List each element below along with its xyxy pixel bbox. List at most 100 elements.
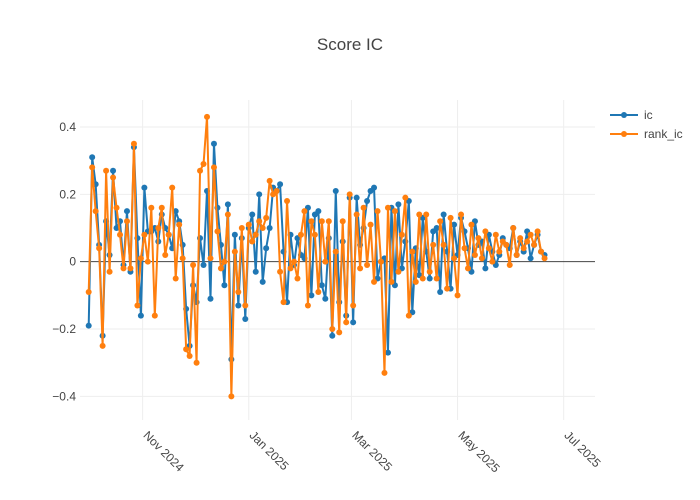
data-point-rank-ic bbox=[478, 255, 485, 262]
data-point-rank-ic bbox=[367, 221, 374, 228]
data-point-ic bbox=[210, 140, 217, 147]
data-point-rank-ic bbox=[412, 278, 419, 285]
data-point-rank-ic bbox=[214, 228, 221, 235]
series-rank-ic bbox=[85, 113, 548, 400]
data-point-rank-ic bbox=[353, 211, 360, 218]
data-point-rank-ic bbox=[524, 238, 531, 245]
data-point-ic bbox=[141, 184, 148, 191]
data-point-ic bbox=[252, 268, 259, 275]
grid-layer bbox=[80, 100, 595, 420]
data-point-rank-ic bbox=[458, 211, 465, 218]
data-point-ic bbox=[242, 315, 249, 322]
series-line-rank-ic bbox=[87, 115, 546, 398]
data-point-rank-ic bbox=[454, 292, 461, 299]
data-point-ic bbox=[364, 198, 371, 205]
data-point-rank-ic bbox=[398, 231, 405, 238]
data-point-rank-ic bbox=[263, 214, 270, 221]
legend-swatch-marker bbox=[621, 131, 627, 137]
data-point-ic bbox=[249, 211, 256, 218]
legend-label: rank_ic bbox=[644, 127, 683, 141]
data-point-rank-ic bbox=[517, 235, 524, 242]
data-point-rank-ic bbox=[531, 241, 538, 248]
data-point-rank-ic bbox=[451, 255, 458, 262]
data-point-rank-ic bbox=[277, 268, 284, 275]
data-point-rank-ic bbox=[141, 231, 148, 238]
data-point-rank-ic bbox=[520, 245, 527, 252]
data-point-rank-ic bbox=[221, 258, 228, 265]
series-layer bbox=[85, 113, 548, 400]
data-point-rank-ic bbox=[527, 231, 534, 238]
data-point-rank-ic bbox=[433, 275, 440, 282]
data-point-ic bbox=[482, 265, 489, 272]
legend-item-ic[interactable]: ic bbox=[610, 108, 653, 122]
data-point-rank-ic bbox=[541, 255, 548, 262]
data-point-ic bbox=[332, 187, 339, 194]
data-point-rank-ic bbox=[228, 393, 235, 400]
data-point-rank-ic bbox=[468, 221, 475, 228]
legend[interactable]: ic rank_ic bbox=[610, 108, 683, 141]
legend-swatch-marker bbox=[621, 112, 627, 118]
data-point-rank-ic bbox=[113, 204, 120, 211]
data-point-rank-ic bbox=[210, 164, 217, 171]
data-point-ic bbox=[85, 322, 92, 329]
data-point-ic bbox=[426, 275, 433, 282]
data-point-rank-ic bbox=[224, 211, 231, 218]
data-point-rank-ic bbox=[506, 262, 513, 269]
data-point-rank-ic bbox=[343, 319, 350, 326]
data-point-rank-ic bbox=[89, 164, 96, 171]
data-point-rank-ic bbox=[130, 140, 137, 147]
data-point-ic bbox=[256, 191, 263, 198]
data-point-rank-ic bbox=[103, 167, 110, 174]
data-point-ic bbox=[371, 184, 378, 191]
data-point-ic bbox=[221, 282, 228, 289]
data-point-rank-ic bbox=[284, 198, 291, 205]
data-point-rank-ic bbox=[381, 369, 388, 376]
data-point-rank-ic bbox=[482, 228, 489, 235]
data-point-rank-ic bbox=[538, 248, 545, 255]
y-tick-label: 0 bbox=[69, 255, 76, 269]
data-point-rank-ic bbox=[96, 245, 103, 252]
data-point-rank-ic bbox=[172, 275, 179, 282]
data-point-ic bbox=[433, 225, 440, 231]
data-point-rank-ic bbox=[291, 258, 298, 265]
data-point-rank-ic bbox=[151, 312, 158, 319]
data-point-rank-ic bbox=[461, 245, 468, 252]
data-point-rank-ic bbox=[416, 211, 423, 218]
data-point-rank-ic bbox=[377, 258, 384, 265]
data-point-rank-ic bbox=[475, 235, 482, 242]
data-point-ic bbox=[224, 201, 231, 208]
data-point-rank-ic bbox=[374, 208, 381, 215]
data-point-rank-ic bbox=[204, 113, 211, 120]
data-point-ic bbox=[350, 319, 357, 326]
legend-item-rank-ic[interactable]: rank_ic bbox=[610, 127, 683, 141]
data-point-rank-ic bbox=[430, 241, 437, 248]
data-point-rank-ic bbox=[489, 258, 496, 265]
data-point-rank-ic bbox=[384, 204, 391, 211]
data-point-ic bbox=[235, 302, 242, 309]
data-point-ic bbox=[384, 349, 391, 356]
data-point-rank-ic bbox=[200, 161, 207, 167]
data-point-rank-ic bbox=[346, 191, 353, 198]
data-point-rank-ic bbox=[134, 302, 141, 309]
data-point-rank-ic bbox=[405, 312, 412, 319]
data-point-rank-ic bbox=[315, 289, 322, 295]
data-point-rank-ic bbox=[155, 225, 162, 231]
data-point-rank-ic bbox=[197, 167, 204, 174]
data-point-ic bbox=[318, 282, 325, 289]
data-point-ic bbox=[123, 208, 130, 215]
data-point-rank-ic bbox=[231, 248, 238, 255]
data-point-rank-ic bbox=[513, 251, 520, 258]
data-point-rank-ic bbox=[117, 231, 124, 238]
data-point-rank-ic bbox=[534, 228, 541, 235]
data-point-rank-ic bbox=[217, 265, 224, 272]
data-point-rank-ic bbox=[183, 346, 190, 353]
data-point-rank-ic bbox=[249, 238, 256, 245]
data-point-rank-ic bbox=[123, 218, 130, 225]
data-point-rank-ic bbox=[308, 218, 315, 225]
data-point-ic bbox=[110, 167, 117, 174]
data-point-rank-ic bbox=[395, 268, 402, 275]
data-point-rank-ic bbox=[388, 278, 395, 285]
data-point-rank-ic bbox=[148, 204, 155, 211]
